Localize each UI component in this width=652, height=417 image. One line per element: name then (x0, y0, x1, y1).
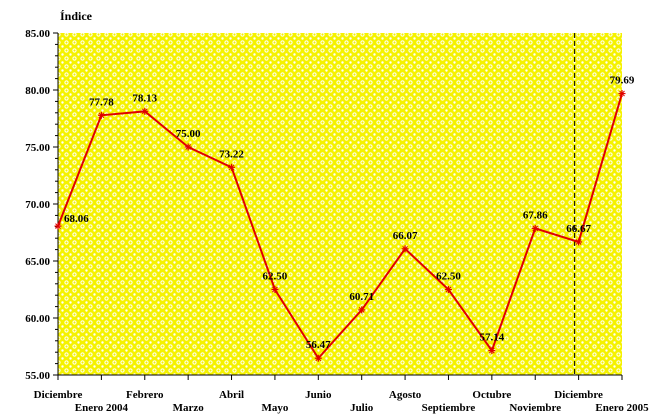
point-marker-d2 (228, 164, 235, 171)
data-point (314, 354, 322, 362)
y-tick-label: 60.00 (25, 313, 50, 325)
data-label: 73.22 (219, 148, 244, 160)
data-label: 62.50 (263, 271, 288, 283)
data-label: 79.69 (610, 75, 635, 87)
data-point (141, 107, 149, 115)
data-label: 66.07 (393, 230, 418, 242)
point-marker-d2 (575, 239, 582, 245)
point-marker-d2 (619, 90, 625, 97)
data-label: 62.50 (436, 271, 461, 283)
data-label: 78.13 (132, 92, 157, 104)
point-marker-d2 (445, 286, 452, 293)
data-point (444, 286, 452, 293)
x-tick-label: Mayo (261, 402, 288, 414)
x-tick-label: Enero 2004 (75, 402, 129, 414)
data-point (618, 90, 626, 98)
series-group (54, 90, 626, 362)
data-point (228, 163, 236, 171)
y-tick-label: 80.00 (25, 85, 50, 97)
data-point (97, 111, 105, 119)
point-marker-d2 (141, 108, 148, 115)
x-tick-label: Noviembre (509, 402, 561, 414)
data-point (575, 238, 583, 246)
x-tick-label: Diciembre (554, 389, 603, 401)
x-tick-label: Enero 2005 (595, 402, 649, 414)
x-tick-label: Agosto (389, 389, 422, 401)
x-tick-label: Abril (219, 389, 244, 401)
point-marker-d2 (402, 245, 408, 252)
y-tick-label: 75.00 (25, 142, 50, 154)
data-label: 75.00 (176, 128, 201, 140)
data-point (358, 306, 366, 314)
y-tick-label: 70.00 (25, 199, 50, 211)
data-label: 56.47 (306, 339, 331, 351)
point-marker-d2 (315, 355, 322, 362)
data-label: 68.06 (64, 213, 89, 225)
point-marker-d2 (98, 112, 105, 119)
x-tick-label: Marzo (173, 402, 205, 414)
point-marker-d2 (358, 307, 365, 313)
labels-group: 68.06 77.78 78.13 75.00 73.22 62.50 56.47 60.71… (64, 75, 635, 352)
data-label: 77.78 (89, 96, 114, 108)
point-marker-d2 (532, 225, 539, 232)
series-line (57, 93, 623, 360)
data-point (184, 143, 192, 151)
x-tick-label: Septiembre (422, 402, 476, 414)
y-tick-label: 55.00 (25, 370, 50, 382)
x-tick-label: Octubre (472, 389, 511, 401)
axis-ticks: 55.00 60.00 65.00 70.00 75.00 80.00 85.00 Dicie… (25, 28, 649, 414)
x-tick-label: Julio (350, 402, 374, 414)
data-label: 57.14 (479, 332, 504, 344)
data-label: 66.67 (566, 223, 591, 235)
data-label: 67.86 (523, 209, 548, 221)
data-point (271, 286, 279, 293)
data-point (531, 224, 539, 232)
point-marker-d2 (272, 286, 278, 293)
y-tick-label: 85.00 (25, 28, 50, 40)
y-tick-label: 65.00 (25, 256, 50, 268)
data-point (54, 222, 62, 230)
x-tick-label: Febrero (126, 389, 164, 401)
point-marker-d2 (488, 347, 495, 354)
data-label: 60.71 (349, 291, 374, 303)
data-point (488, 347, 496, 355)
point-marker-d2 (55, 223, 61, 229)
y-axis-title: Índice (60, 9, 93, 23)
plot-area (58, 33, 622, 375)
data-point (401, 245, 409, 253)
x-tick-label: Junio (305, 389, 332, 401)
point-marker-d2 (185, 144, 192, 150)
x-tick-label: Diciembre (34, 389, 83, 401)
